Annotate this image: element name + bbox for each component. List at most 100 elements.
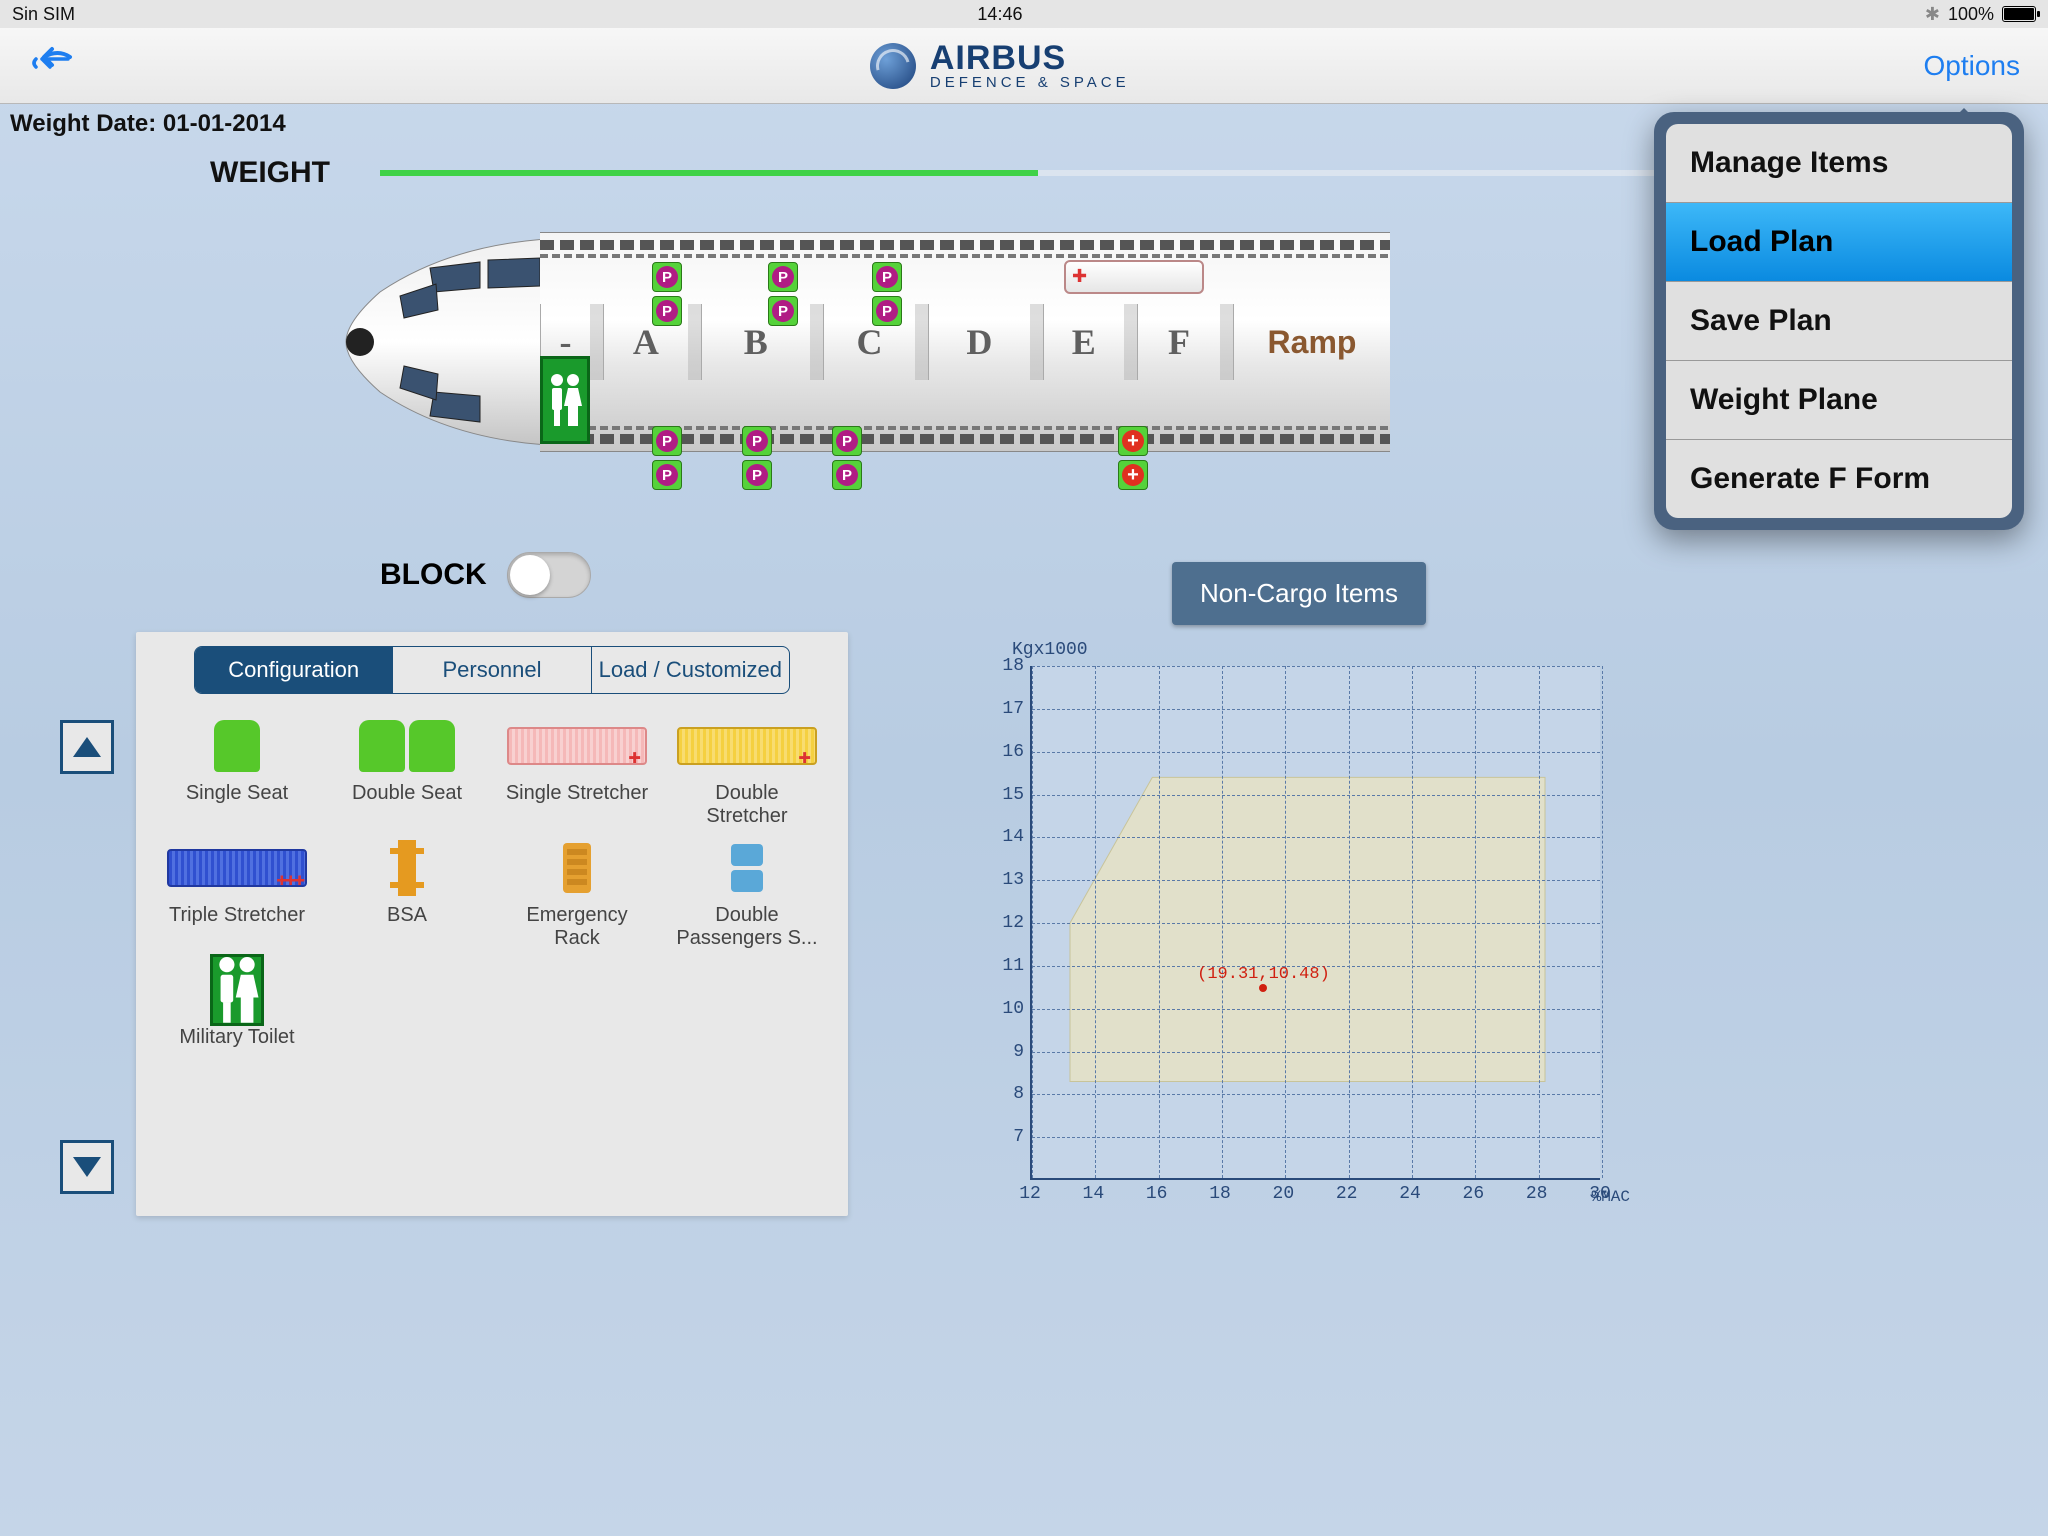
status-right: ✱ 100% [1925, 4, 2036, 25]
config-item-label: Double Stretcher [664, 782, 830, 828]
xtick: 26 [1463, 1184, 1485, 1204]
pax-marker[interactable]: P [742, 426, 772, 456]
block-toggle[interactable] [507, 552, 591, 598]
menu-item-generate-f-form[interactable]: Generate F Form [1666, 440, 2012, 518]
config-item-mil_toilet[interactable]: Military Toilet [154, 958, 320, 1049]
config-item-single_stretcher[interactable]: Single Stretcher [494, 714, 660, 828]
compartment-E[interactable]: E [1043, 304, 1124, 380]
config-item-bsa[interactable]: BSA [324, 836, 490, 950]
nav-bar: AIRBUS DEFENCE & SPACE Options [0, 28, 2048, 104]
non-cargo-items-button[interactable]: Non-Cargo Items [1172, 562, 1426, 625]
single_seat-icon [154, 714, 320, 778]
tab-configuration[interactable]: Configuration [195, 647, 393, 693]
toilet-item[interactable] [540, 356, 590, 444]
cg-envelope-chart: Kgx1000 (19.31,10.48) %MAC 7891011121314… [970, 640, 1610, 1220]
ytick: 17 [1002, 699, 1024, 719]
config-tabs: ConfigurationPersonnelLoad / Customized [194, 646, 790, 694]
ytick: 10 [1002, 999, 1024, 1019]
scroll-up-button[interactable] [60, 720, 114, 774]
pax-marker[interactable]: P [768, 262, 798, 292]
compartment-Ramp[interactable]: Ramp [1233, 304, 1390, 380]
config-item-label: Single Stretcher [494, 782, 660, 805]
config-item-double_pax[interactable]: Double Passengers S... [664, 836, 830, 950]
config-items-grid: Single SeatDouble SeatSingle StretcherDo… [154, 714, 830, 1049]
menu-item-weight-plane[interactable]: Weight Plane [1666, 361, 2012, 440]
xtick: 24 [1399, 1184, 1421, 1204]
options-menu: Manage ItemsLoad PlanSave PlanWeight Pla… [1654, 112, 2024, 530]
scroll-down-button[interactable] [60, 1140, 114, 1194]
pax-marker[interactable]: P [832, 460, 862, 490]
brand-logo-icon [870, 43, 916, 89]
pax-marker[interactable]: P [652, 460, 682, 490]
medic-marker[interactable]: + [1118, 426, 1148, 456]
config-item-label: Triple Stretcher [154, 904, 320, 927]
stretcher-item[interactable] [1064, 260, 1204, 294]
pax-marker[interactable]: P [652, 296, 682, 326]
config-item-label: Military Toilet [154, 1026, 320, 1049]
pax-marker[interactable]: P [652, 262, 682, 292]
double_seat-icon [324, 714, 490, 778]
cg-point-label: (19.31,10.48) [1197, 965, 1330, 984]
config-item-single_seat[interactable]: Single Seat [154, 714, 320, 828]
xtick: 18 [1209, 1184, 1231, 1204]
ytick: 14 [1002, 827, 1024, 847]
menu-item-manage-items[interactable]: Manage Items [1666, 124, 2012, 203]
pax-marker[interactable]: P [652, 426, 682, 456]
block-row: BLOCK [0, 552, 2048, 598]
pax-marker[interactable]: P [742, 460, 772, 490]
xtick: 16 [1146, 1184, 1168, 1204]
options-button[interactable]: Options [1923, 50, 2020, 82]
medic-marker[interactable]: + [1118, 460, 1148, 490]
config-item-triple_stretcher[interactable]: Triple Stretcher [154, 836, 320, 950]
config-item-label: Double Seat [324, 782, 490, 805]
pax-marker[interactable]: P [832, 426, 862, 456]
config-item-label: Emergency Rack [494, 904, 660, 950]
back-button[interactable] [28, 39, 76, 92]
ytick: 13 [1002, 870, 1024, 890]
single_stretcher-icon [494, 714, 660, 778]
xtick: 20 [1273, 1184, 1295, 1204]
config-item-label: Double Passengers S... [664, 904, 830, 950]
status-bar: Sin SIM 14:46 ✱ 100% [0, 0, 2048, 28]
double_stretcher-icon [664, 714, 830, 778]
carrier-label: Sin SIM [12, 4, 75, 25]
config-item-double_stretcher[interactable]: Double Stretcher [664, 714, 830, 828]
ytick: 18 [1002, 656, 1024, 676]
configuration-panel: ConfigurationPersonnelLoad / Customized … [136, 632, 848, 1216]
double_pax-icon [664, 836, 830, 900]
ytick: 12 [1002, 913, 1024, 933]
weight-label: WEIGHT [210, 156, 380, 190]
brand-subtitle: DEFENCE & SPACE [930, 75, 1130, 90]
config-item-emergency_rack[interactable]: Emergency Rack [494, 836, 660, 950]
xtick: 28 [1526, 1184, 1548, 1204]
pax-marker[interactable]: P [768, 296, 798, 326]
xtick: 12 [1019, 1184, 1041, 1204]
compartment-D[interactable]: D [928, 304, 1030, 380]
envelope-region [1032, 666, 1600, 1178]
xtick: 30 [1589, 1184, 1611, 1204]
menu-item-load-plan[interactable]: Load Plan [1666, 203, 2012, 282]
xtick: 22 [1336, 1184, 1358, 1204]
triple_stretcher-icon [154, 836, 320, 900]
block-label: BLOCK [380, 558, 487, 592]
config-item-label: Single Seat [154, 782, 320, 805]
config-item-double_seat[interactable]: Double Seat [324, 714, 490, 828]
pax-marker[interactable]: P [872, 262, 902, 292]
bluetooth-icon: ✱ [1925, 4, 1940, 25]
emergency_rack-icon [494, 836, 660, 900]
battery-icon [2002, 6, 2036, 22]
weight-bar-fill [380, 170, 1038, 176]
battery-pct: 100% [1948, 4, 1994, 25]
compartment-F[interactable]: F [1137, 304, 1220, 380]
weight-bar [380, 170, 1780, 176]
tab-personnel[interactable]: Personnel [393, 647, 591, 693]
clock: 14:46 [977, 4, 1022, 25]
bsa-icon [324, 836, 490, 900]
menu-item-save-plan[interactable]: Save Plan [1666, 282, 2012, 361]
tab-load-customized[interactable]: Load / Customized [592, 647, 789, 693]
pax-marker[interactable]: P [872, 296, 902, 326]
config-item-label: BSA [324, 904, 490, 927]
ytick: 15 [1002, 785, 1024, 805]
ytick: 11 [1002, 956, 1024, 976]
xtick: 14 [1083, 1184, 1105, 1204]
